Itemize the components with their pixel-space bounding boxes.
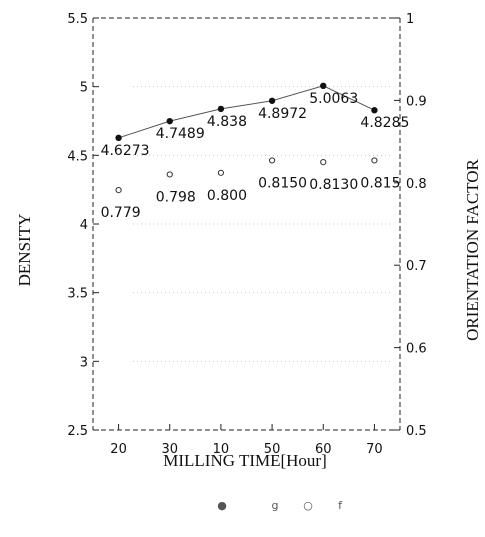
density-point (166, 117, 173, 125)
legend-label: g (272, 499, 279, 512)
y-tick-label: 5.5 (67, 12, 88, 27)
y-tick-label: 2.5 (67, 424, 88, 439)
density-point (217, 105, 225, 113)
y2-tick-label: 0.8 (406, 177, 427, 192)
y-tick-label: 4.5 (67, 149, 88, 164)
x-tick-label: 20 (110, 442, 127, 457)
legend-label: f (338, 499, 343, 512)
y-tick-label: 5 (80, 81, 88, 96)
y2-tick-label: 0.9 (406, 94, 427, 109)
density-point (371, 107, 378, 114)
x-tick-label: 70 (366, 442, 383, 457)
density-point (115, 134, 122, 142)
density-point (320, 82, 327, 90)
legend-symbol: ● (217, 499, 227, 512)
orientation-point (371, 157, 378, 164)
density-point (268, 97, 276, 104)
legend: ● g ○ f (217, 499, 343, 512)
density-data-label: 4.838 (207, 114, 247, 130)
y2-tick-label: 0.6 (406, 342, 427, 357)
x-tick-label: 30 (161, 442, 178, 457)
legend-symbol: ○ (303, 499, 313, 512)
orientation-data-label: 0.8150 (258, 175, 307, 191)
y2-tick-label: 1 (406, 12, 414, 27)
x-tick-label: 10 (213, 442, 230, 457)
x-tick-label: 50 (264, 442, 281, 457)
orientation-data-label: 0.779 (101, 205, 141, 221)
y-tick-label: 3 (80, 355, 88, 370)
tick-labels: 5.5 5 4.5 4 3.5 3 2.5 1 0.9 0.8 0.7 0.6 0.5 20 30 10 50 6… (67, 12, 426, 457)
density-data-label: 4.7489 (156, 126, 205, 142)
orientation-data-label: 0.798 (156, 189, 196, 205)
grid-lines (133, 86, 390, 362)
x-tick-label: 60 (315, 442, 332, 457)
series-line-density (118, 85, 375, 139)
orientation-data-label: 0.800 (207, 188, 247, 204)
y2-tick-label: 0.5 (406, 424, 427, 439)
axes (92, 17, 401, 431)
y2-axis-title: ORIENTATION FACTOR (463, 158, 482, 340)
y-tick-label: 3.5 (67, 287, 88, 302)
density-data-label: 5.0063 (309, 91, 358, 107)
orientation-point (320, 158, 327, 166)
orientation-point (115, 187, 122, 194)
orientation-data-label: 0.8130 (309, 177, 358, 193)
orientation-point (166, 171, 173, 178)
x-axis-title: MILLING TIME[Hour] (163, 451, 327, 470)
density-data-label: 4.8285 (360, 115, 409, 131)
y2-tick-label: 0.7 (406, 259, 427, 274)
y-axis-title: DENSITY (15, 214, 34, 287)
y-tick-label: 4 (80, 218, 88, 233)
orientation-point (217, 169, 225, 176)
density-data-label: 4.6273 (101, 143, 150, 159)
orientation-data-label: 0.815 (360, 175, 400, 191)
density-data-label: 4.8972 (258, 106, 307, 122)
orientation-point (268, 157, 276, 164)
